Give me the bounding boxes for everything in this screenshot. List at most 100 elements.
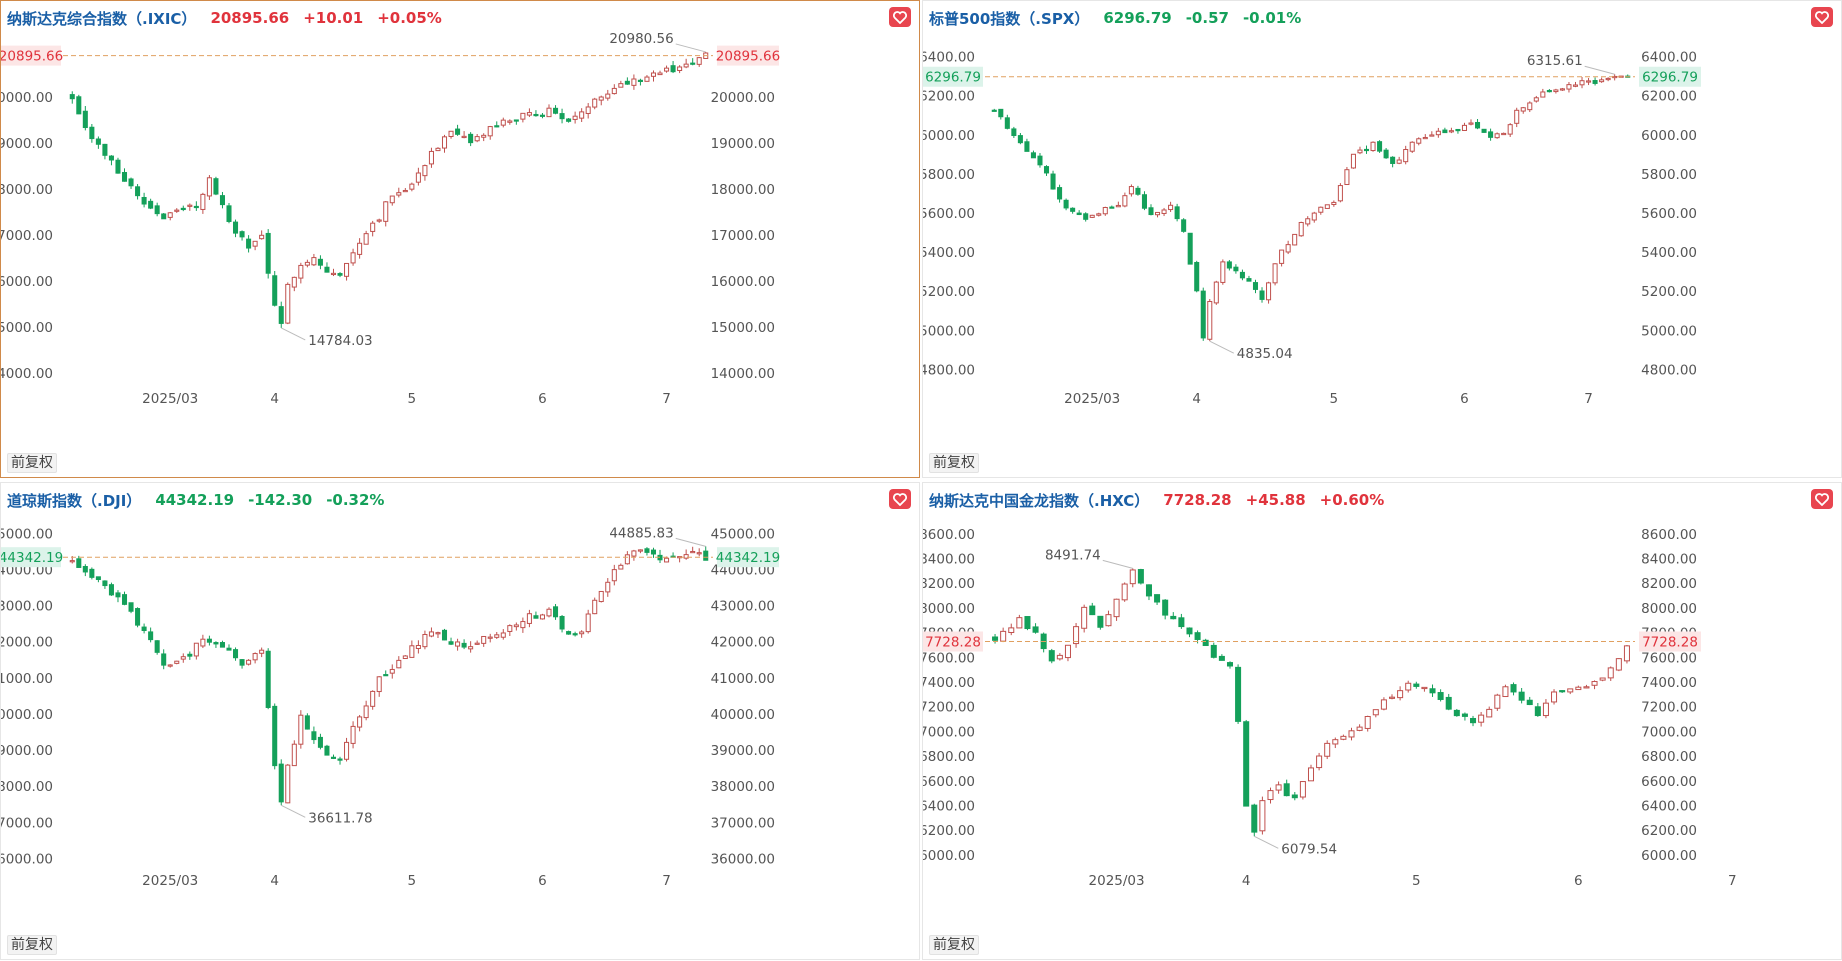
index-name[interactable]: 纳斯达克中国金龙指数（.HXC） <box>929 491 1150 510</box>
candle <box>350 721 356 749</box>
heart-icon[interactable] <box>1811 7 1833 27</box>
candle <box>559 615 565 633</box>
y-tick-label-right: 7200.00 <box>1641 700 1697 716</box>
candle-body <box>1486 708 1493 718</box>
y-tick-label-right: 14000.00 <box>711 366 775 382</box>
candle-body <box>1533 97 1539 102</box>
candle <box>1540 88 1546 98</box>
index-price: 44342.19 <box>155 491 235 509</box>
y-tick-label-right: 20000.00 <box>711 90 775 106</box>
heart-icon[interactable] <box>1811 489 1833 509</box>
candle <box>259 647 265 658</box>
high-label: 20980.56 <box>609 31 673 47</box>
index-name[interactable]: 标普500指数（.SPX） <box>929 9 1090 28</box>
price-adjust-button[interactable]: 前复权 <box>7 935 57 955</box>
candle-body <box>1279 249 1285 264</box>
candle-body <box>1298 222 1304 237</box>
candle <box>657 549 663 564</box>
heart-icon[interactable] <box>889 7 911 27</box>
chart-panel-hxc[interactable]: 8600.00 8600.00 8400.00 8400.00 8200.00 8200.… <box>922 482 1842 960</box>
candle <box>1135 185 1141 196</box>
candle-body <box>389 668 395 674</box>
candle <box>1337 183 1343 203</box>
candle-body <box>1331 201 1337 205</box>
candle-body <box>108 155 114 161</box>
candle-body <box>1121 583 1128 601</box>
candle <box>1416 137 1422 146</box>
candle-body <box>1135 187 1141 195</box>
candle-body <box>624 554 630 565</box>
y-tick-label-right: 36000.00 <box>711 851 775 867</box>
candle <box>494 631 500 639</box>
candle-body <box>468 133 474 144</box>
candle-body <box>1559 88 1565 91</box>
candle <box>317 733 323 750</box>
candle-body <box>1148 207 1154 216</box>
candle <box>1016 614 1023 629</box>
candle <box>291 276 297 292</box>
chart-panel-ixic[interactable]: 20000.00 20000.00 19000.00 19000.00 18000.00… <box>0 0 920 478</box>
candle <box>1063 198 1069 211</box>
candle <box>285 282 291 325</box>
chart-panel-spx[interactable]: 6400.00 6400.00 6200.00 6200.00 6000.00 6000.… <box>922 0 1842 478</box>
y-tick-label-right: 6000.00 <box>1641 848 1697 864</box>
candlestick-chart-hxc[interactable]: 8600.00 8600.00 8400.00 8400.00 8200.00 8200.… <box>923 483 1842 961</box>
candle-body <box>298 264 304 279</box>
candle-body <box>154 205 160 215</box>
candlestick-chart-dji[interactable]: 45000.0045000.0044000.0044000.0043000.00… <box>1 483 921 961</box>
candle <box>533 611 539 619</box>
candle-body <box>1187 232 1193 265</box>
candle-body <box>461 135 467 139</box>
candle <box>1494 693 1501 711</box>
candle <box>566 630 572 635</box>
heart-icon[interactable] <box>889 489 911 509</box>
y-tick-label-left: 14000.00 <box>1 366 53 382</box>
candle-body <box>350 725 356 744</box>
candle <box>572 111 578 124</box>
candle <box>1486 706 1493 718</box>
candle <box>448 637 454 646</box>
candle <box>304 259 310 268</box>
y-tick-label-left: 7200.00 <box>923 700 975 716</box>
candle <box>389 195 395 206</box>
current-price-tag-left <box>923 631 983 652</box>
candle <box>579 108 585 123</box>
candle-body <box>330 272 337 276</box>
candle <box>1332 737 1339 749</box>
candle <box>1527 101 1533 113</box>
y-tick-label-left: 18000.00 <box>1 182 53 198</box>
candle <box>611 84 617 95</box>
candle-body <box>1478 714 1485 723</box>
y-tick-label-left: 5800.00 <box>923 167 975 183</box>
candle-body <box>1213 281 1219 304</box>
candle-body <box>1283 783 1290 797</box>
candle-body <box>1396 159 1402 164</box>
candle-body <box>317 736 323 748</box>
candle <box>193 201 199 211</box>
high-leader-line <box>1584 65 1615 75</box>
low-leader-line <box>1209 340 1234 354</box>
candlestick-chart-spx[interactable]: 6400.00 6400.00 6200.00 6200.00 6000.00 6000.… <box>923 1 1842 479</box>
candle-body <box>520 621 526 629</box>
candle-body <box>1348 730 1355 738</box>
current-price-tag-right <box>1639 631 1701 652</box>
chart-panel-dji[interactable]: 45000.0045000.0044000.0044000.0043000.00… <box>0 482 920 960</box>
candle-body <box>507 120 513 123</box>
candle <box>1081 604 1088 633</box>
candle-body <box>618 564 624 570</box>
candle-body <box>422 634 428 648</box>
index-name[interactable]: 道琼斯指数（.DJI） <box>7 491 142 510</box>
price-adjust-button[interactable]: 前复权 <box>929 453 979 473</box>
candle-body <box>1421 686 1428 690</box>
price-adjust-button[interactable]: 前复权 <box>929 935 979 955</box>
candle-body <box>1437 692 1444 700</box>
candle <box>1272 263 1278 286</box>
index-name[interactable]: 纳斯达克综合指数（.IXIC） <box>7 9 197 28</box>
candle-body <box>435 147 441 152</box>
candle-body <box>637 79 643 82</box>
price-adjust-button[interactable]: 前复权 <box>7 453 57 473</box>
candlestick-chart-ixic[interactable]: 20000.00 20000.00 19000.00 19000.00 18000.00… <box>1 1 921 479</box>
x-tick-label: 7 <box>1728 873 1737 889</box>
y-tick-label-left: 20000.00 <box>1 90 53 106</box>
candle <box>1040 632 1047 653</box>
